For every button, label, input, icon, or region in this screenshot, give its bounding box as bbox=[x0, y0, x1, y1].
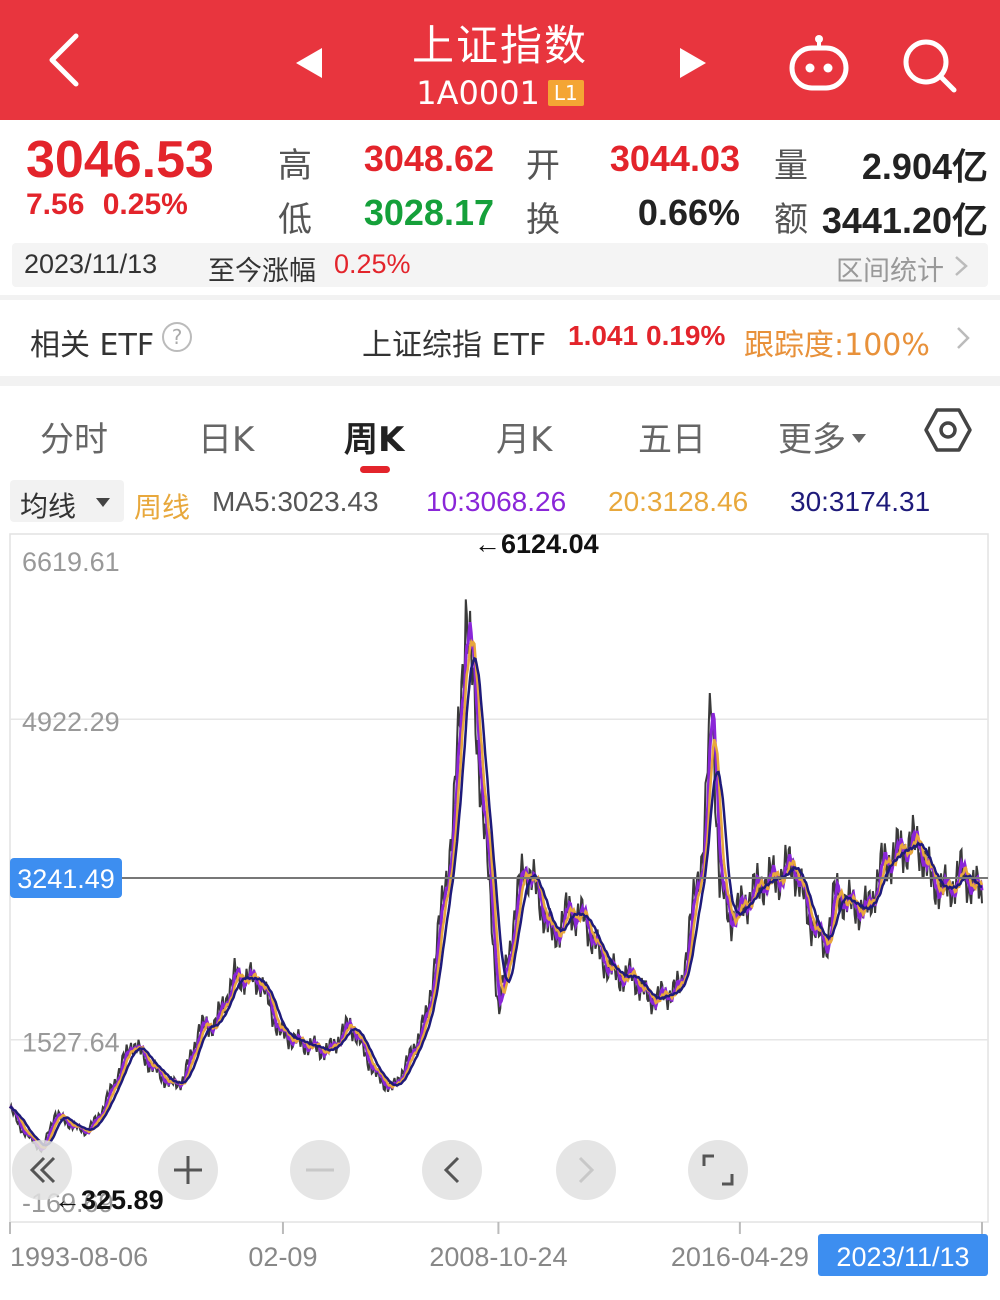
y-tick-label: 1527.64 bbox=[22, 1028, 120, 1058]
back-icon[interactable] bbox=[40, 30, 90, 90]
etf-name: 上证综指 ETF bbox=[362, 328, 547, 363]
zoom-in-button[interactable] bbox=[158, 1140, 218, 1200]
volume-label: 量 bbox=[774, 146, 808, 186]
y-tick-label: 4922.29 bbox=[22, 707, 120, 737]
turnover-label: 换 bbox=[526, 200, 560, 240]
chevron-left-icon bbox=[443, 1156, 460, 1184]
etf-tracking: 跟踪度:100% bbox=[744, 328, 930, 363]
crosshair-badge bbox=[10, 857, 122, 898]
minus-icon bbox=[306, 1168, 334, 1172]
level-badge: L1 bbox=[547, 80, 584, 106]
date-bar: 2023/11/13 至今涨幅 0.25% 区间统计 bbox=[12, 243, 988, 287]
quote-panel: 3046.53 7.56 0.25% 高 3048.62 开 3044.03 量… bbox=[0, 120, 1000, 295]
y-tick-label: 6619.61 bbox=[22, 547, 120, 577]
amount-value: 3441.20亿 bbox=[821, 200, 988, 241]
ma5-value: MA5:3023.43 bbox=[212, 486, 379, 517]
x-current-date-badge bbox=[818, 1234, 988, 1276]
tab-weekly[interactable]: 周K bbox=[344, 420, 405, 460]
rewind-button[interactable] bbox=[12, 1140, 72, 1200]
volume-value: 2.904亿 bbox=[861, 146, 988, 187]
x-tick-label: 02-09 bbox=[248, 1242, 317, 1272]
current-price: 3046.53 bbox=[26, 131, 214, 189]
chevron-right-icon[interactable] bbox=[956, 326, 970, 350]
etf-percent: 0.19% bbox=[646, 320, 726, 351]
period-tabs: 分时 日K 周K 月K 五日 更多 bbox=[0, 386, 1000, 476]
ma10-value: 10:3068.26 bbox=[426, 486, 567, 517]
rewind-icon bbox=[29, 1156, 56, 1184]
etf-price: 1.041 bbox=[568, 320, 639, 351]
page-title: 上证指数 bbox=[411, 21, 588, 70]
series-line-ma20 bbox=[9, 638, 984, 1150]
active-tab-indicator bbox=[360, 466, 390, 473]
stock-code: 1A0001 L1 bbox=[350, 74, 650, 112]
search-icon[interactable] bbox=[898, 34, 960, 96]
x-tick-label: 2016-04-29 bbox=[671, 1242, 809, 1272]
tab-intraday[interactable]: 分时 bbox=[40, 420, 108, 460]
selected-date: 2023/11/13 bbox=[24, 249, 158, 279]
top-bar: 上证指数 1A0001 L1 bbox=[0, 0, 1000, 120]
since-label: 至今涨幅 bbox=[208, 256, 316, 287]
tab-monthly[interactable]: 月K bbox=[496, 420, 553, 460]
plus-icon bbox=[174, 1156, 202, 1184]
chevron-right-icon[interactable] bbox=[954, 255, 968, 277]
next-stock-icon[interactable] bbox=[676, 46, 710, 80]
fullscreen-icon bbox=[702, 1154, 734, 1186]
period-label: 周线 bbox=[134, 491, 191, 524]
indicator-selector-label: 均线 bbox=[20, 490, 77, 523]
since-value: 0.25% bbox=[334, 249, 411, 279]
turnover-value: 0.66% bbox=[637, 192, 740, 233]
tab-daily[interactable]: 日K bbox=[198, 420, 255, 460]
scroll-left-button[interactable] bbox=[422, 1140, 482, 1200]
etf-label: 相关 ETF bbox=[30, 328, 155, 363]
change-value: 7.56 bbox=[26, 188, 85, 221]
change-percent: 0.25% bbox=[102, 188, 188, 221]
open-label: 开 bbox=[526, 146, 560, 186]
tab-five-day[interactable]: 五日 bbox=[638, 420, 706, 460]
x-tick-label: 1993-08-06 bbox=[10, 1242, 148, 1272]
fullscreen-button[interactable] bbox=[688, 1140, 748, 1200]
kline-chart[interactable]: 6619.61 4922.29 1527.64 -169.69 1993-08-06 02… bbox=[0, 526, 1000, 1300]
ma30-value: 30:3174.31 bbox=[790, 486, 931, 517]
max-annotation: ←6124.04 bbox=[474, 529, 599, 559]
low-label: 低 bbox=[278, 200, 312, 240]
open-value: 3044.03 bbox=[609, 138, 740, 179]
ma20-value: 20:3128.46 bbox=[608, 486, 749, 517]
low-value: 3028.17 bbox=[363, 192, 494, 233]
tab-more-label: 更多 bbox=[778, 420, 846, 460]
chevron-right-icon bbox=[578, 1156, 595, 1184]
caret-down-icon bbox=[96, 498, 110, 507]
tab-more[interactable]: 更多 bbox=[778, 412, 866, 461]
x-tick-label: 2023/11/13 bbox=[836, 1242, 969, 1272]
crosshair-label: 3241.49 bbox=[17, 864, 115, 894]
amount-label: 额 bbox=[774, 200, 808, 240]
stock-code-text: 1A0001 bbox=[416, 74, 540, 112]
high-value: 3048.62 bbox=[363, 138, 494, 179]
high-label: 高 bbox=[278, 146, 312, 186]
moving-average-row: 均线 周线 MA5:3023.43 10:3068.26 20:3128.46 … bbox=[0, 476, 1000, 526]
related-etf-row[interactable]: 相关 ETF ? 上证综指 ETF 1.041 0.19% 跟踪度:100% bbox=[0, 300, 1000, 376]
series-line-ma30 bbox=[9, 656, 982, 1147]
scroll-right-button[interactable] bbox=[556, 1140, 616, 1200]
settings-hexagon-icon[interactable] bbox=[924, 406, 972, 454]
price-change: 7.56 0.25% bbox=[26, 188, 188, 222]
x-tick-label: 2008-10-24 bbox=[429, 1242, 567, 1272]
min-annotation: ←325.89 bbox=[54, 1185, 164, 1215]
prev-stock-icon[interactable] bbox=[292, 46, 326, 80]
range-stats-link[interactable]: 区间统计 bbox=[836, 256, 944, 287]
indicator-selector[interactable]: 均线 bbox=[10, 480, 124, 523]
robot-assistant-icon[interactable] bbox=[786, 34, 852, 94]
help-icon[interactable]: ? bbox=[162, 322, 192, 352]
caret-down-icon bbox=[852, 434, 866, 443]
zoom-out-button[interactable] bbox=[290, 1140, 350, 1200]
